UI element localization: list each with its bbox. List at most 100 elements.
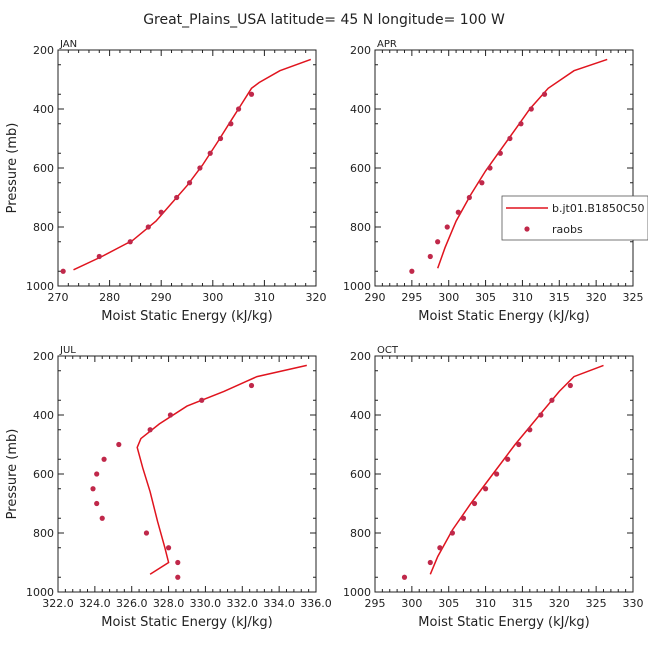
- x-tick-label: 300: [401, 597, 422, 610]
- y-tick-label: 400: [350, 103, 371, 116]
- raobs-point: [167, 412, 174, 418]
- x-tick-label: 330: [623, 597, 644, 610]
- y-tick-label: 200: [33, 350, 54, 363]
- x-tick-label: 330.0: [190, 597, 222, 610]
- panel-label: APR: [377, 39, 397, 50]
- x-tick-label: 336.0: [300, 597, 332, 610]
- raobs-point: [505, 456, 511, 462]
- x-tick-label: 305: [475, 291, 496, 304]
- x-tick-label: 322.0: [42, 597, 74, 610]
- y-tick-label: 600: [33, 162, 54, 175]
- plot-frame: [374, 49, 634, 287]
- y-tick-label: 600: [350, 162, 371, 175]
- x-tick-label: 310: [475, 597, 496, 610]
- legend-obs-label: raobs: [552, 223, 583, 236]
- panel-label: JUL: [59, 345, 76, 356]
- raobs-point: [197, 165, 203, 171]
- y-tick-label: 400: [33, 103, 54, 116]
- raobs-point: [549, 397, 555, 403]
- plot-area: [60, 58, 312, 274]
- x-tick-label: 320: [586, 291, 607, 304]
- y-axis-label: Pressure (mb): [5, 429, 20, 520]
- y-tick-label: 800: [33, 527, 54, 540]
- x-tick-label: 325: [623, 291, 644, 304]
- panel-label: OCT: [377, 345, 399, 356]
- x-tick-label: 300: [202, 291, 223, 304]
- panel-apr: APR 290 295 300 305 310 315 320 325 200 400 600 800 1…: [343, 39, 648, 324]
- plot-area: [90, 364, 307, 580]
- model-line: [429, 364, 604, 575]
- raobs-point: [516, 441, 522, 448]
- y-tick-label: 600: [33, 468, 54, 481]
- plot-area: [409, 58, 608, 274]
- raobs-point: [165, 545, 172, 551]
- raobs-point: [538, 412, 544, 418]
- x-tick-label: 325: [586, 597, 607, 610]
- x-tick-label: 300: [438, 291, 459, 304]
- raobs-point: [127, 239, 133, 245]
- x-axis-label: Moist Static Energy (kJ/kg): [418, 309, 589, 324]
- x-tick-label: 332.0: [227, 597, 259, 610]
- x-tick-label: 320: [306, 291, 327, 304]
- model-line: [136, 364, 307, 575]
- y-tick-label: 1000: [343, 280, 371, 293]
- raobs-point: [518, 121, 524, 127]
- panel-oct: OCT 295 300 305 310 315 320 325 330 200 400 600 800 1…: [343, 345, 644, 630]
- x-axis-label: Moist Static Energy (kJ/kg): [418, 615, 589, 630]
- raobs-point: [207, 150, 213, 156]
- y-tick-label: 400: [350, 409, 371, 422]
- raobs-point: [460, 515, 467, 521]
- raobs-point: [248, 382, 255, 389]
- y-tick-label: 200: [33, 44, 54, 57]
- raobs-point: [99, 515, 105, 521]
- y-tick-label: 800: [350, 221, 371, 234]
- y-tick-label: 400: [33, 409, 54, 422]
- legend-box: [501, 195, 648, 241]
- raobs-point: [248, 91, 255, 97]
- raobs-point: [145, 224, 151, 230]
- x-tick-label: 290: [365, 291, 386, 304]
- raobs-point: [482, 486, 489, 492]
- raobs-point: [94, 471, 100, 477]
- raobs-point: [143, 530, 150, 536]
- x-tick-label: 310: [512, 291, 533, 304]
- raobs-point: [435, 239, 441, 245]
- raobs-point: [96, 253, 102, 260]
- x-tick-label: 315: [549, 291, 570, 304]
- y-axis-label: Pressure (mb): [5, 123, 20, 214]
- raobs-point: [175, 559, 181, 566]
- raobs-point: [455, 209, 461, 215]
- y-tick-label: 200: [350, 350, 371, 363]
- raobs-point: [199, 397, 205, 403]
- x-tick-label: 305: [438, 597, 459, 610]
- raobs-point: [60, 268, 66, 274]
- raobs-point: [147, 427, 153, 433]
- raobs-point: [228, 121, 234, 127]
- y-tick-label: 600: [350, 468, 371, 481]
- raobs-point: [494, 471, 500, 477]
- x-tick-label: 310: [254, 291, 275, 304]
- x-tick-label: 295: [401, 291, 422, 304]
- legend: b.jt01.B1850C50 raobs: [501, 195, 648, 241]
- panel-label: JAN: [59, 39, 77, 50]
- raobs-point: [567, 382, 573, 389]
- x-tick-label: 280: [99, 291, 120, 304]
- raobs-point: [409, 268, 415, 274]
- raobs-point: [541, 91, 548, 97]
- x-tick-label: 328.0: [153, 597, 185, 610]
- raobs-point: [217, 135, 224, 142]
- raobs-point: [174, 194, 180, 201]
- plot-frame: [374, 355, 634, 593]
- y-tick-label: 800: [33, 221, 54, 234]
- raobs-point: [479, 180, 485, 186]
- y-tick-label: 200: [350, 44, 371, 57]
- raobs-point: [466, 194, 472, 201]
- x-tick-label: 270: [48, 291, 69, 304]
- raobs-point: [497, 150, 503, 156]
- raobs-point: [528, 106, 534, 112]
- x-tick-label: 290: [151, 291, 172, 304]
- model-line: [73, 58, 312, 271]
- raobs-point: [471, 500, 478, 507]
- y-tick-label: 1000: [343, 586, 371, 599]
